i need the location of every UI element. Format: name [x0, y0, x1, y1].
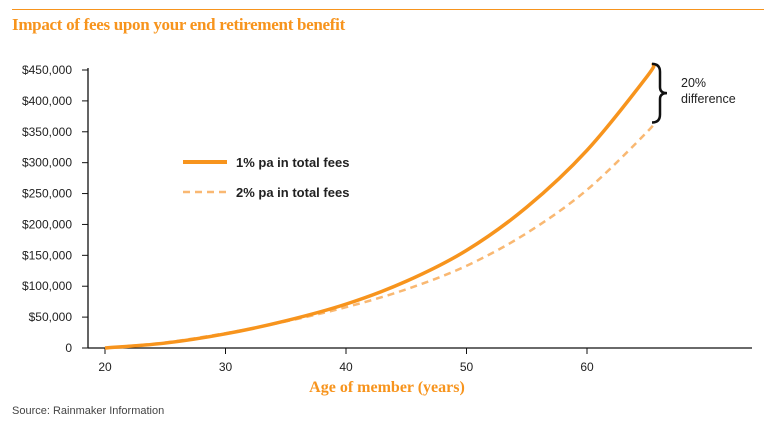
series-line-2pct [104, 121, 656, 350]
chart-title: Impact of fees upon your end retirement … [12, 15, 345, 34]
legend-label: 2% pa in total fees [236, 185, 349, 200]
y-tick-label: $450,000 [22, 63, 72, 77]
difference-brace [651, 62, 668, 124]
top-rule [12, 9, 764, 10]
x-axis-label: Age of member (years) [309, 379, 465, 396]
y-tick-label: $350,000 [22, 125, 72, 139]
y-tick-label: $400,000 [22, 94, 72, 108]
y-tick-label: 0 [65, 341, 72, 355]
x-tick-label: 50 [460, 360, 474, 374]
x-tick-label: 30 [219, 360, 233, 374]
legend-label: 1% pa in total fees [236, 155, 349, 170]
y-tick-label: $250,000 [22, 187, 72, 201]
series-line-1pct [104, 62, 656, 350]
source-note: Source: Rainmaker Information [12, 405, 165, 417]
x-tick-label: 40 [339, 360, 353, 374]
y-tick-label: $50,000 [29, 310, 73, 324]
y-tick-label: $150,000 [22, 248, 72, 262]
y-tick-label: $100,000 [22, 279, 72, 293]
y-tick-label: $200,000 [22, 217, 72, 231]
x-tick-label: 20 [98, 360, 112, 374]
annotation-percent: 20% [681, 76, 706, 90]
x-tick-label: 60 [580, 360, 594, 374]
annotation-text: difference [681, 92, 736, 106]
y-tick-label: $300,000 [22, 156, 72, 170]
